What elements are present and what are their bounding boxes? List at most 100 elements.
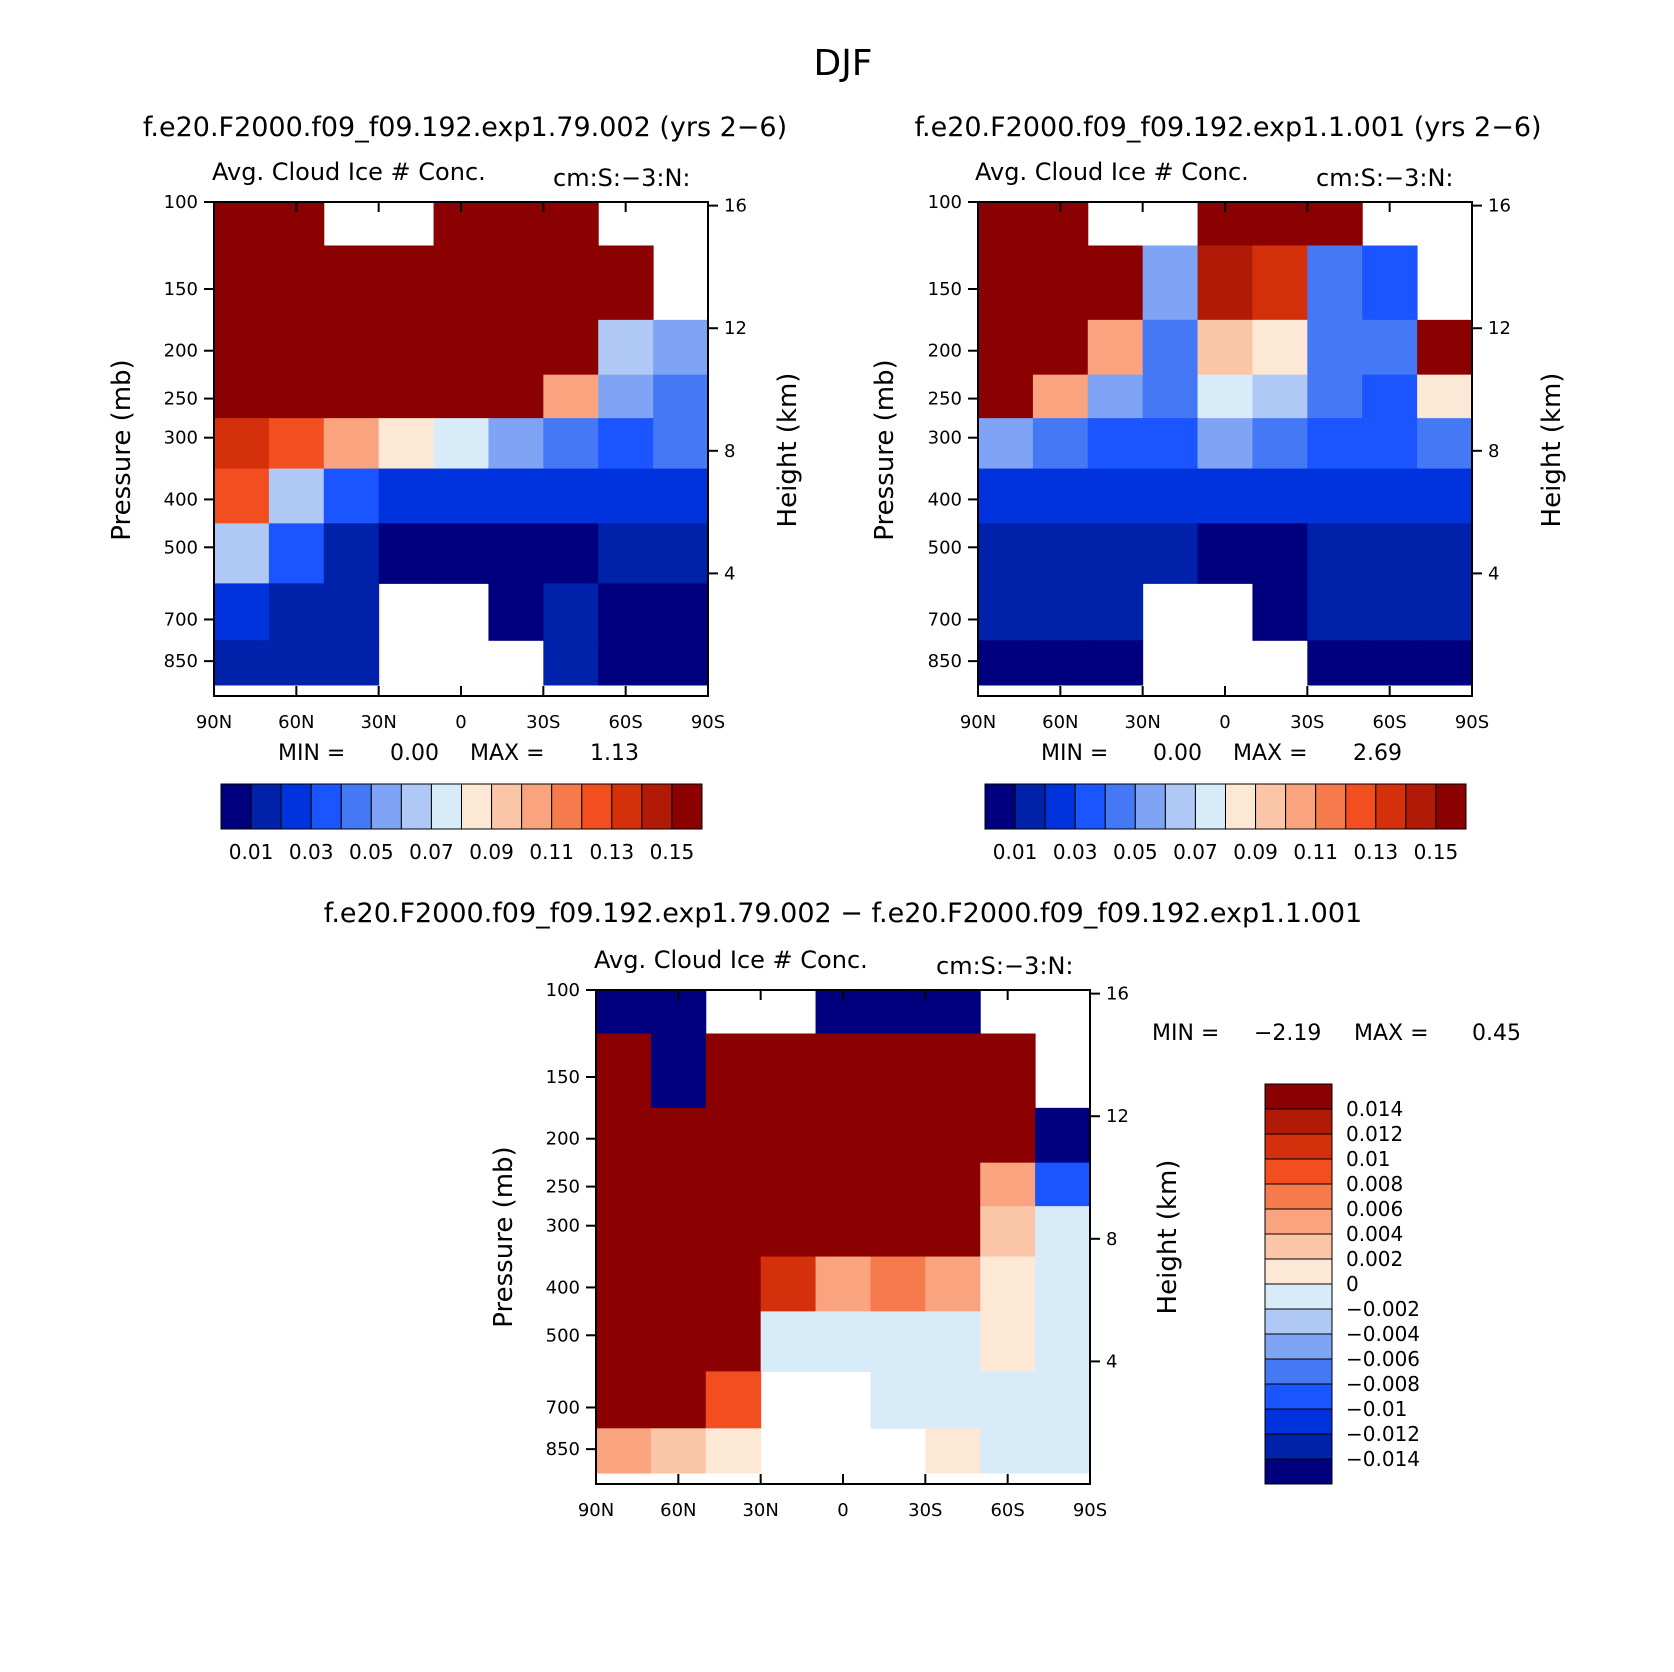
colorbar-label: 0.01 — [1346, 1147, 1391, 1171]
colorbar-swatch — [1264, 1383, 1333, 1410]
heat-cell — [596, 1162, 652, 1207]
heat-cell — [1197, 374, 1253, 419]
heat-cell — [596, 1371, 652, 1429]
heat-cell — [705, 1311, 762, 1372]
heat-cell — [1142, 374, 1199, 419]
colorbar-label: −0.002 — [1346, 1297, 1420, 1321]
heat-cell — [1417, 640, 1473, 686]
heat-cell — [1362, 583, 1418, 641]
colorbar-swatch — [1264, 1458, 1333, 1485]
heat-cell — [1252, 523, 1308, 584]
heat-cell — [598, 319, 654, 376]
panel-a-min-value: 0.00 — [390, 741, 439, 766]
heat-cell — [214, 202, 270, 246]
heat-cell — [488, 374, 544, 419]
x-tick-label: 30S — [908, 1500, 942, 1521]
panel-b-plot — [978, 202, 1473, 686]
panel-diff-subtitle-right: cm:S:−3:N: — [936, 952, 1073, 980]
heat-cell — [1032, 523, 1089, 584]
panel-a-max-value: 1.13 — [590, 741, 639, 766]
colorbar-swatch — [1264, 1358, 1333, 1385]
heat-cell — [378, 418, 435, 470]
heat-cell — [870, 1033, 926, 1109]
heat-cell — [433, 468, 489, 524]
heat-cell — [1087, 640, 1144, 686]
heat-cell — [870, 1371, 926, 1429]
panel-b-title: f.e20.F2000.f09_f09.192.exp1.1.001 (yrs … — [914, 112, 1541, 143]
heat-cell — [1252, 245, 1308, 321]
heat-cell — [980, 1428, 1036, 1474]
heat-cell — [378, 468, 435, 524]
heat-cell — [978, 523, 1034, 584]
heat-cell — [870, 1311, 926, 1372]
heat-cell — [705, 1371, 762, 1429]
colorbar-label: 0.03 — [289, 840, 334, 864]
colorbar-label: −0.014 — [1346, 1447, 1420, 1471]
heat-cell — [488, 583, 544, 641]
heat-cell — [433, 523, 489, 584]
heat-cell — [1362, 319, 1418, 376]
panel-a-max-label: MAX = — [470, 741, 545, 766]
heat-cell — [1035, 1428, 1091, 1474]
heat-cell — [1307, 319, 1363, 376]
panel-a-title: f.e20.F2000.f09_f09.192.exp1.79.002 (yrs… — [143, 112, 787, 143]
y-tick-label: 100 — [546, 980, 580, 1001]
colorbar-swatch — [1345, 783, 1377, 830]
heat-cell — [1035, 1162, 1091, 1207]
heat-cell — [596, 1107, 652, 1164]
heat-cell — [1087, 319, 1144, 376]
x-tick-label: 90S — [691, 712, 725, 733]
heat-cell — [433, 245, 489, 321]
heat-cell — [1417, 319, 1473, 376]
heat-cell — [1362, 374, 1418, 419]
panel-b-max-label: MAX = — [1233, 741, 1308, 766]
panel-diff-max-label: MAX = — [1354, 1021, 1429, 1046]
x-tick-label: 0 — [455, 712, 466, 733]
heat-cell — [378, 319, 435, 376]
diff-title: f.e20.F2000.f09_f09.192.exp1.79.002 − f.… — [324, 898, 1362, 929]
colorbar-label: −0.012 — [1346, 1422, 1420, 1446]
x-tick-label: 30N — [360, 712, 396, 733]
heat-cell — [598, 523, 654, 584]
colorbar-label: 0.09 — [1233, 840, 1278, 864]
colorbar-swatch — [1264, 1208, 1333, 1235]
heat-cell — [1417, 418, 1473, 470]
heat-cell — [543, 468, 599, 524]
heat-cell — [1032, 319, 1089, 376]
panel-diff-plot — [596, 990, 1091, 1474]
heat-cell — [268, 418, 325, 470]
heat-cell — [214, 418, 270, 470]
panel-a-min-label: MIN = — [278, 741, 345, 766]
heat-cell — [650, 1371, 707, 1429]
x-tick-label: 90S — [1455, 712, 1489, 733]
heat-cell — [1197, 319, 1253, 376]
y-tick-label: 200 — [928, 341, 962, 362]
heat-cell — [598, 640, 654, 686]
figure-title: DJF — [813, 43, 872, 84]
colorbar-label: 0.03 — [1053, 840, 1098, 864]
colorbar-swatch — [641, 783, 673, 830]
heat-cell — [214, 640, 270, 686]
colorbar-label: 0.004 — [1346, 1222, 1403, 1246]
colorbar-swatch — [1264, 1333, 1333, 1360]
heat-cell — [815, 1206, 871, 1258]
colorbar-swatch — [340, 783, 372, 830]
heat-cell — [653, 418, 709, 470]
heat-cell — [1252, 374, 1308, 419]
heat-cell — [978, 418, 1034, 470]
heat-cell — [760, 1033, 817, 1109]
x-tick-label: 60N — [1042, 712, 1078, 733]
heat-cell — [378, 374, 435, 419]
heat-cell — [705, 1428, 762, 1474]
heat-cell — [323, 418, 380, 470]
heat-cell — [1252, 319, 1308, 376]
x-tick-label: 60N — [660, 1500, 696, 1521]
colorbar-label: 0.11 — [1293, 840, 1338, 864]
heat-cell — [653, 319, 709, 376]
heat-cell — [760, 1206, 817, 1258]
heat-cell — [1142, 418, 1199, 470]
colorbar-label: −0.01 — [1346, 1397, 1407, 1421]
heat-cell — [1362, 418, 1418, 470]
colorbar-swatch — [1264, 1258, 1333, 1285]
panel-diff-min-value: −2.19 — [1254, 1021, 1321, 1046]
